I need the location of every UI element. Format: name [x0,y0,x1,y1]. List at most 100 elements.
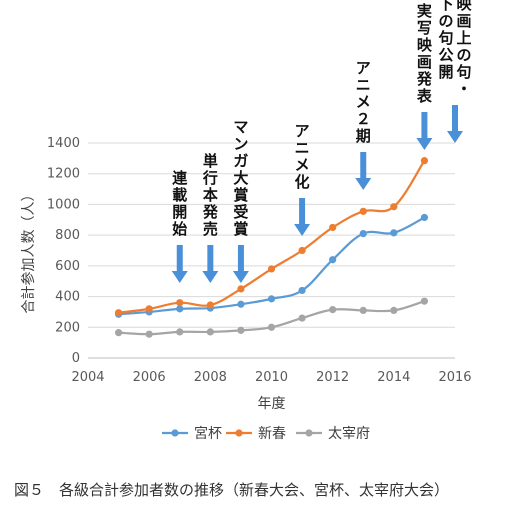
data-point [359,306,367,314]
legend-swatch-marker [235,429,243,437]
annotation-char: ・ [456,80,471,98]
annotation-char: ア [356,59,371,77]
arrow-head [355,178,372,190]
arrow-shaft [360,152,367,178]
legend-swatch-marker [305,429,313,437]
data-point [176,299,184,307]
data-point [267,265,276,273]
annotation-char: 連 [172,169,188,187]
annotation-char: 期 [356,127,371,145]
data-point [267,323,276,331]
legend-label: 太宰府 [328,426,370,442]
arrow-shaft [237,245,244,271]
legend-swatch-marker [171,429,179,437]
x-tick-label: 2006 [133,370,166,385]
annotation-char: ２ [356,110,371,128]
annotation-char: ニ [356,76,371,94]
data-point [420,213,429,222]
x-tick-label: 2014 [377,370,410,385]
data-point [267,295,276,303]
annotation-char: 賞 [233,186,248,204]
annotation-char: 句 [438,29,453,47]
data-point [145,305,153,313]
y-tick-label: 1400 [47,136,80,151]
arrow-shaft [176,245,183,271]
annotation-char: ア [295,122,310,140]
annotation-char: 載 [172,186,187,204]
annotation-char: 受 [233,203,248,221]
data-point [359,207,367,215]
data-point [329,223,337,232]
annotation-char: 本 [203,186,218,204]
arrow-head [447,131,463,143]
legend-label: 新春 [258,426,286,442]
annotation-char: 大 [233,169,248,187]
y-tick-label: 1000 [47,197,80,212]
annotation-char: メ [295,156,310,174]
y-tick-label: 400 [55,290,80,305]
legend-label: 宮杯 [194,426,222,442]
figure-caption: 図５ 各級合計参加者数の推移（新春大会、宮杯、太宰府大会） [14,481,450,499]
participants-line-chart: 0 200 400 600 800 1000 1200 1400 2004 2006 2008 201… [20,0,472,442]
data-point [298,246,306,255]
annotation-char: 実 [417,2,432,20]
annotation-char: 上 [456,29,471,47]
x-tick-label: 2004 [71,370,104,385]
arrow-head [202,271,219,283]
annotation-char: 売 [203,220,218,238]
legend: 宮杯 新春 太宰府 [162,426,370,442]
annotation-char: 始 [172,220,187,238]
data-point [329,306,337,314]
data-point [237,326,245,334]
y-tick-label: 600 [55,259,80,274]
annotation-char: ニ [295,139,310,157]
annotation-char: 句 [456,63,471,81]
data-point [206,301,214,309]
annotation-char: 開 [172,203,187,221]
y-tick-label: 1200 [47,167,80,182]
arrow-shaft [421,112,428,138]
annotation-char: 画 [417,53,432,71]
x-axis-title: 年度 [258,396,286,412]
annotation-char: 下 [438,0,453,13]
y-tick-label: 800 [55,228,80,243]
data-point [298,314,306,322]
annotation-char: 開 [438,63,453,81]
data-point [329,256,337,264]
data-point [359,230,367,238]
axes: 0 200 400 600 800 1000 1200 1400 2004 2006 2008 201… [20,136,472,412]
series-lines [114,157,429,338]
annotation-char: 公 [438,46,453,64]
data-point [114,309,123,317]
data-point [114,329,123,337]
x-tick-label: 2008 [194,370,227,385]
annotation-char: 発 [202,203,219,221]
data-point [390,306,398,314]
y-axis-title: 合計参加人数（人） [20,188,37,314]
series-line [118,160,426,314]
annotation-char: ガ [233,152,248,170]
arrow-shaft [452,105,458,131]
arrow-shaft [207,245,214,271]
data-point [176,305,184,313]
data-point [298,286,306,295]
annotation-char: 表 [417,87,433,105]
data-point [206,328,214,336]
y-tick-label: 0 [72,351,80,366]
annotation-char: ン [233,135,248,153]
data-point [145,330,153,338]
x-tick-label: 2010 [255,370,288,385]
data-point [237,300,245,308]
annotation-char: 行 [202,169,218,187]
annotation-char: 化 [295,173,310,191]
annotation-char: の [438,12,453,30]
data-point [176,328,184,336]
annotation-char: 発 [416,70,433,88]
annotation-char: マ [233,118,248,136]
annotation-char: 賞 [233,220,248,238]
arrow-head [416,138,433,150]
annotation-char: 単 [203,152,218,170]
data-point [390,203,398,211]
data-point [420,157,429,165]
annotation-char: 映 [417,36,433,54]
